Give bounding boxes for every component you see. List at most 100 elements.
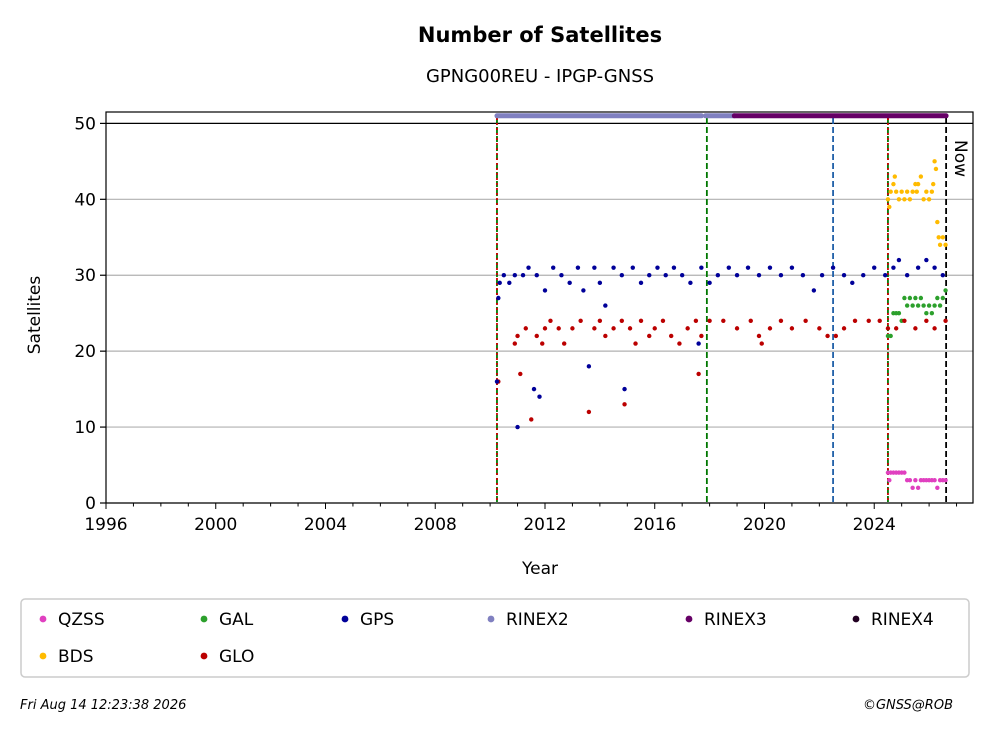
glo-point-25 — [652, 326, 657, 331]
legend-marker-gps — [341, 615, 349, 623]
gal-point-10 — [913, 295, 918, 301]
glo-point-3 — [518, 371, 523, 377]
gps-point-14 — [559, 273, 564, 278]
glo-point-56 — [943, 318, 948, 323]
gps-point-54 — [896, 257, 902, 263]
xtick-label-2012: 2012 — [523, 515, 566, 535]
glo-point-23 — [638, 318, 644, 323]
glo-point-45 — [833, 333, 839, 339]
glo-point-10 — [556, 326, 561, 331]
bds-point-10 — [907, 197, 913, 202]
glo-point-8 — [542, 326, 548, 331]
gps-point-19 — [592, 265, 597, 270]
legend-marker-rinex4 — [852, 615, 860, 623]
bds-point-11 — [910, 189, 915, 194]
legend-box — [20, 598, 970, 678]
gps-point-34 — [699, 265, 704, 270]
bds-point-24 — [936, 235, 941, 240]
legend-marker-rinex3 — [685, 615, 693, 623]
bds-point-20 — [931, 181, 936, 187]
gps-point-53 — [891, 265, 896, 270]
gps-point-44 — [800, 273, 806, 278]
legend-label-bds: BDS — [58, 647, 94, 667]
bds-point-16 — [921, 197, 926, 202]
glo-point-27 — [668, 333, 674, 339]
gps-point-38 — [734, 273, 740, 278]
gps-point-28 — [655, 265, 660, 270]
glo-point-14 — [586, 409, 592, 415]
glo-point-21 — [627, 326, 633, 331]
glo-point-22 — [633, 341, 638, 346]
legend-marker-bds — [39, 652, 47, 660]
legend-marker-gal — [200, 615, 208, 623]
bds-point-0 — [885, 197, 891, 202]
ytick-label-20: 20 — [74, 342, 96, 362]
gps-point-59 — [940, 273, 946, 278]
gps-point-42 — [778, 273, 784, 278]
bds-point-15 — [918, 174, 924, 179]
bds-point-9 — [904, 189, 910, 194]
gal-point-13 — [921, 303, 926, 308]
gps-point-51 — [872, 265, 877, 270]
qzss-point-12 — [915, 485, 921, 491]
xtick-label-2020: 2020 — [743, 515, 786, 535]
gps-point-36 — [715, 273, 721, 278]
glo-point-16 — [597, 318, 603, 323]
legend-label-gal: GAL — [219, 610, 254, 630]
bds-point-2 — [888, 189, 893, 194]
bds-point-21 — [932, 159, 937, 164]
bds-point-8 — [902, 197, 907, 202]
grid — [106, 122, 973, 504]
gps-point-48 — [841, 273, 847, 278]
legend: QZSS GAL GPS RINEX2 RINEX3 RINEX4 BDS GLO — [39, 610, 934, 667]
gal-point-1 — [888, 333, 893, 339]
glo-point-26 — [660, 318, 666, 323]
gps-point-0 — [494, 379, 500, 384]
gal-point-19 — [937, 303, 943, 308]
gps-point-8 — [526, 265, 531, 270]
gps-point-37 — [726, 265, 732, 270]
qzss-point-18 — [932, 478, 937, 483]
glo-point-6 — [534, 333, 539, 339]
gps-point-9 — [531, 386, 537, 392]
gps-point-25 — [630, 265, 635, 270]
bds-point-7 — [899, 189, 904, 194]
glo-point-11 — [561, 341, 567, 346]
glo-point-33 — [707, 318, 712, 323]
bds-point-27 — [943, 242, 948, 248]
ytick-label-10: 10 — [74, 418, 96, 438]
gps-point-6 — [515, 424, 520, 430]
glo-point-1 — [512, 341, 518, 346]
bds-point-25 — [937, 242, 943, 248]
gps-point-45 — [811, 288, 817, 293]
gal-point-17 — [932, 303, 937, 308]
gps-point-39 — [745, 265, 751, 270]
gps-point-55 — [904, 273, 910, 278]
y-ticks: 0 10 20 30 40 50 — [74, 114, 106, 514]
qzss-point-7 — [902, 470, 907, 475]
glo-point-53 — [913, 326, 918, 331]
qzss-point-9 — [907, 478, 913, 483]
bds-point-17 — [924, 189, 929, 194]
gal-point-14 — [924, 310, 929, 316]
glo-point-4 — [523, 326, 528, 331]
glo-point-38 — [759, 341, 764, 346]
gal-point-16 — [929, 310, 935, 316]
bds-point-22 — [933, 166, 939, 172]
gps-point-2 — [497, 280, 502, 286]
xtick-label-2008: 2008 — [414, 515, 457, 535]
qzss-point-22 — [943, 478, 948, 483]
bds-point-13 — [914, 189, 919, 194]
glo-point-19 — [619, 318, 625, 323]
chart-title: Number of Satellites — [418, 23, 662, 47]
glo-point-50 — [885, 326, 891, 331]
gps-point-13 — [551, 265, 556, 270]
gps-point-43 — [789, 265, 795, 270]
glo-point-28 — [677, 341, 682, 346]
gps-point-18 — [586, 364, 592, 369]
legend-label-qzss: QZSS — [58, 610, 105, 630]
gps-point-30 — [671, 265, 677, 270]
gps-point-20 — [597, 280, 603, 286]
bds-point-19 — [929, 189, 935, 194]
gps-point-17 — [581, 288, 586, 293]
